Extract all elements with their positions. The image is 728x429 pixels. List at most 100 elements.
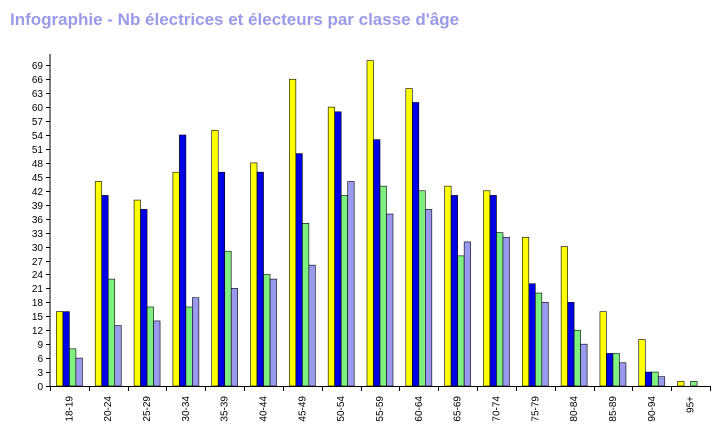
bar (657, 376, 666, 387)
bar (133, 199, 141, 387)
bar (580, 343, 588, 387)
y-tick-label: 39 (32, 201, 44, 212)
bar (347, 181, 355, 387)
bar (567, 302, 575, 387)
bar (146, 306, 154, 387)
bar (56, 311, 64, 387)
bar (690, 381, 698, 387)
x-tick-label: 20-24 (103, 396, 114, 422)
bar (302, 223, 310, 387)
x-tick-label: 35-39 (220, 396, 231, 422)
y-tick-label: 6 (37, 354, 43, 365)
y-tick-label: 57 (32, 117, 44, 128)
y-tick-label: 66 (32, 75, 44, 86)
x-tick-label: 40-44 (259, 396, 270, 422)
x-tick-label: 55-59 (375, 396, 386, 422)
bar (114, 325, 122, 387)
y-tick-label: 36 (32, 215, 44, 226)
y-tick-label: 3 (37, 368, 43, 379)
bar (644, 371, 653, 387)
y-tick-label: 42 (32, 187, 44, 198)
bar (172, 171, 180, 387)
bar (496, 232, 504, 387)
bar (573, 329, 581, 387)
bar (334, 111, 342, 387)
y-tick-label: 27 (32, 257, 44, 268)
y-tick-label: 30 (32, 243, 44, 254)
bar (373, 139, 381, 387)
x-tick-label: 50-54 (336, 396, 347, 422)
bar (560, 246, 568, 387)
x-tick-label: 90-94 (647, 396, 658, 422)
bar (677, 381, 685, 387)
y-tick-label: 21 (32, 284, 44, 295)
bar (638, 339, 646, 387)
bar (308, 264, 316, 387)
x-tick-label: 45-49 (297, 396, 308, 422)
x-tick-label: 95+ (686, 396, 697, 413)
x-tick-label: 65-69 (453, 396, 464, 422)
bar (211, 130, 219, 387)
y-tick-label: 54 (32, 131, 44, 142)
bar (75, 357, 83, 387)
y-tick-label: 60 (32, 103, 44, 114)
bar (107, 278, 116, 387)
bar (69, 348, 77, 387)
bar (651, 371, 659, 387)
y-tick-label: 12 (32, 326, 44, 337)
bar (179, 134, 187, 387)
bar (366, 60, 374, 387)
bar (256, 171, 264, 387)
bar (521, 236, 530, 387)
bar (463, 241, 471, 387)
bar (250, 162, 258, 387)
bar (483, 190, 491, 387)
bar (269, 278, 277, 387)
bar (606, 353, 614, 387)
y-tick-label: 33 (32, 229, 44, 240)
y-tick-label: 9 (37, 340, 43, 351)
bar (534, 292, 543, 387)
y-tick-label: 45 (32, 173, 44, 184)
y-tick-label: 24 (32, 270, 44, 281)
x-tick-label: 25-29 (142, 396, 153, 422)
bar (62, 311, 70, 387)
y-tick-label: 51 (32, 145, 44, 156)
y-tick-label: 48 (32, 159, 44, 170)
bar (489, 195, 497, 387)
x-tick-label: 75-79 (530, 396, 541, 422)
bar (541, 302, 549, 387)
bar (192, 297, 200, 387)
bar (444, 185, 452, 387)
bar (230, 288, 239, 387)
bar (528, 283, 536, 387)
y-tick-label: 18 (32, 298, 44, 309)
bar (502, 236, 510, 387)
bar (599, 311, 607, 387)
x-tick-label: 18-19 (64, 396, 75, 422)
bar (425, 209, 433, 387)
bar (140, 209, 148, 387)
bar (340, 195, 348, 387)
bar (289, 78, 297, 387)
bar (94, 181, 103, 387)
bar (457, 255, 465, 387)
bar (224, 250, 232, 387)
y-tick-label: 0 (37, 382, 43, 393)
x-tick-label: 85-89 (608, 396, 619, 422)
bar (185, 306, 193, 387)
y-tick-label: 15 (32, 312, 44, 323)
y-tick-label: 69 (32, 61, 44, 72)
bar (263, 274, 271, 387)
bar (418, 190, 426, 387)
bar (327, 106, 335, 387)
bar (153, 320, 161, 387)
chart-title: Infographie - Nb électrices et électeurs… (10, 10, 460, 29)
bar (612, 353, 620, 387)
x-tick-label: 70-74 (491, 396, 502, 422)
bar (101, 195, 109, 387)
bar (450, 195, 458, 387)
bar (412, 102, 420, 387)
